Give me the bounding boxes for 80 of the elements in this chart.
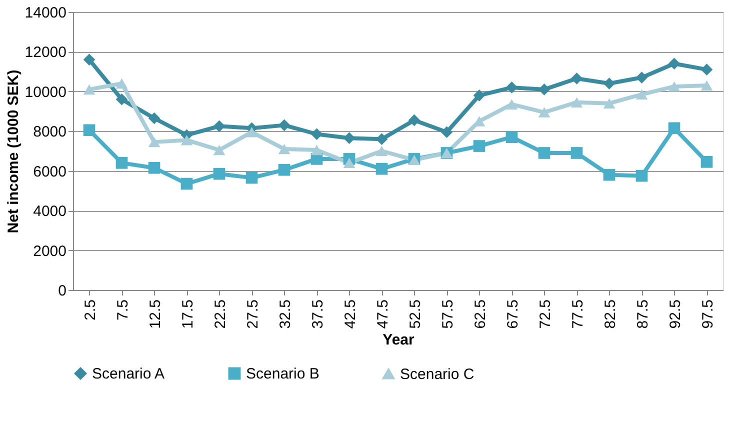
point (668, 122, 680, 134)
point (636, 72, 648, 84)
y-tick-label: 10000 (24, 84, 66, 101)
point (473, 140, 486, 152)
point (473, 89, 486, 102)
x-tick-label: 67.5 (504, 300, 522, 329)
point (278, 144, 290, 154)
x-tick-label: 97.5 (699, 300, 716, 329)
x-tick-label: 77.5 (569, 300, 586, 329)
point (246, 172, 258, 184)
point (408, 114, 420, 126)
x-tick-label: 2.5 (82, 300, 99, 320)
x-tick-label: 32.5 (276, 300, 294, 329)
point (376, 146, 388, 156)
x-tick-label: 92.5 (666, 300, 684, 329)
y-axis-title: Net income (1000 SEK) (4, 70, 22, 234)
y-tick-label: 14000 (24, 4, 66, 22)
point (310, 128, 323, 140)
point (116, 157, 128, 169)
x-tick-label: 12.5 (146, 300, 164, 329)
point (603, 78, 616, 90)
x-tick-label: 72.5 (536, 300, 554, 329)
point (570, 147, 583, 159)
x-tick-label: 22.5 (212, 300, 229, 329)
x-tick-label: 7.5 (114, 300, 132, 320)
y-tick-label: 8000 (33, 124, 66, 141)
point (246, 127, 258, 138)
point (116, 78, 128, 89)
point (278, 119, 290, 132)
point (570, 97, 583, 108)
point (506, 99, 518, 110)
point (180, 178, 193, 190)
point (83, 54, 96, 66)
legend-label: Scenario C (400, 366, 474, 383)
point (278, 164, 290, 176)
point (700, 156, 713, 168)
point (506, 131, 518, 144)
y-tick-label: 6000 (33, 163, 66, 180)
x-tick-label: 47.5 (374, 300, 392, 329)
x-tick-label: 42.5 (342, 300, 359, 329)
point (83, 124, 96, 136)
point (148, 112, 160, 124)
point (213, 144, 226, 156)
point (440, 126, 453, 138)
point (376, 162, 388, 175)
point (116, 93, 128, 106)
y-tick-label: 0 (58, 282, 66, 300)
point (148, 136, 160, 148)
point (700, 64, 713, 76)
point (668, 81, 680, 92)
y-tick-label: 12000 (24, 44, 66, 62)
x-tick-label: 27.5 (244, 300, 262, 329)
point (603, 168, 616, 181)
point (636, 89, 648, 100)
x-tick-label: 82.5 (602, 300, 619, 329)
point (636, 170, 648, 182)
point (213, 168, 226, 180)
x-tick-label: 17.5 (179, 300, 196, 329)
x-tick-label: 87.5 (634, 300, 652, 329)
point (570, 72, 583, 84)
x-tick-label: 57.5 (439, 300, 456, 329)
legend-label: Scenario A (92, 366, 165, 383)
point (603, 98, 616, 108)
point (538, 107, 550, 118)
point (180, 134, 193, 146)
point (148, 162, 160, 174)
x-tick-label: 37.5 (309, 300, 326, 329)
point (700, 80, 713, 91)
point (83, 84, 96, 95)
y-tick-label: 2000 (33, 242, 66, 260)
legend-label: Scenario B (246, 366, 320, 383)
y-tick-label: 4000 (33, 203, 66, 220)
x-tick-label: 52.5 (406, 300, 424, 329)
point (538, 147, 550, 159)
point (310, 144, 323, 156)
x-tick-label: 62.5 (472, 300, 489, 329)
point (668, 58, 680, 70)
point (343, 158, 356, 168)
point (506, 82, 518, 94)
x-axis-title: Year (382, 332, 415, 349)
